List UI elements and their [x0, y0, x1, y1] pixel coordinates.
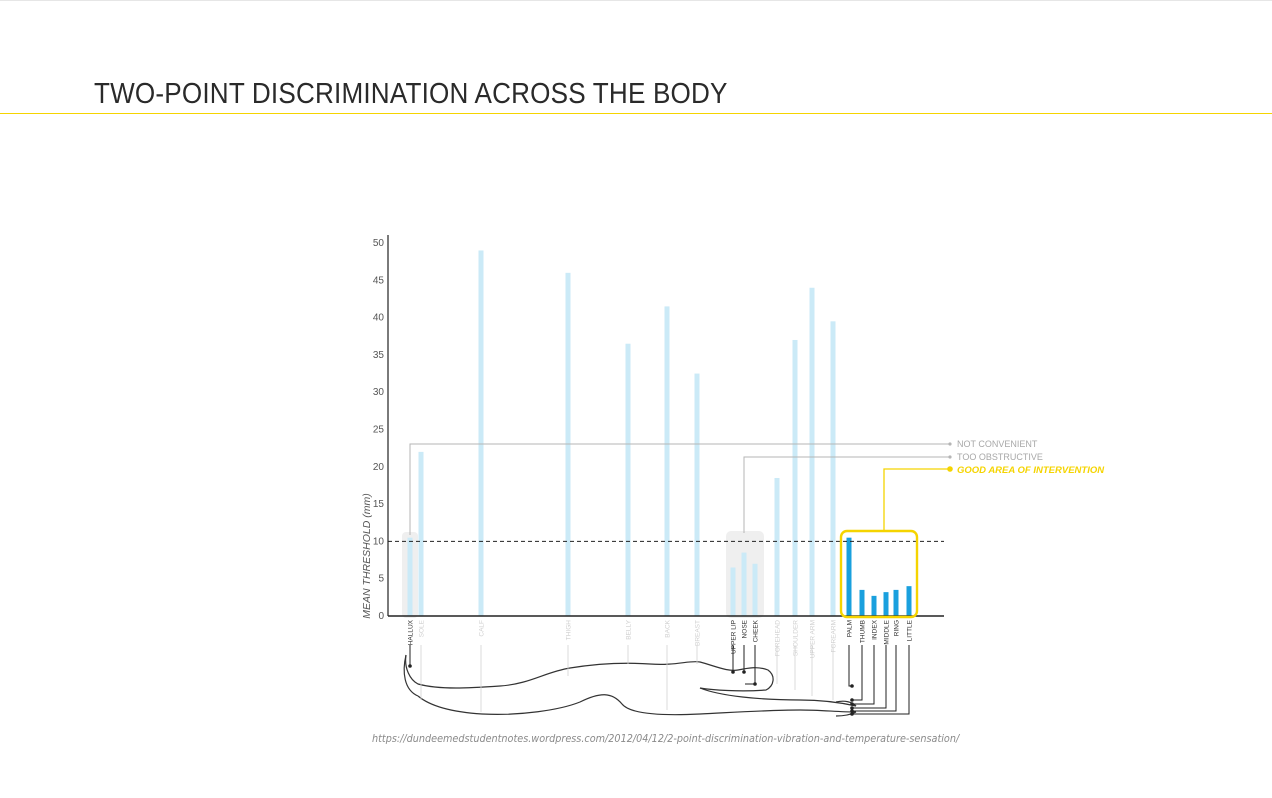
hand-leader-5: [852, 645, 910, 715]
bar-ring: [893, 589, 899, 616]
y-tick-label-25: 25: [373, 425, 385, 436]
x-tick-label-cheek: CHEEK: [753, 619, 760, 642]
bar-sole: [418, 451, 424, 616]
good-area-leader: [883, 468, 950, 531]
too-obstructive-leader: [743, 456, 950, 533]
source-url: https://dundeemedstudentnotes.wordpress.…: [372, 733, 960, 745]
not-convenient-leader: [409, 443, 950, 535]
y-tick-label-0: 0: [378, 611, 384, 622]
annotation-good-area-of-intervention: GOOD AREA OF INTERVENTION: [957, 465, 1105, 476]
hand-leader-4: [852, 645, 897, 712]
hand-dot-1: [850, 698, 854, 702]
bar-index: [871, 595, 877, 616]
y-tick-label-30: 30: [373, 387, 385, 398]
hand-dot-5: [850, 712, 854, 716]
annotation-not-convenient: NOT CONVENIENT: [957, 439, 1038, 449]
hand-leader-1: [852, 645, 863, 701]
y-tick-label-5: 5: [378, 574, 384, 585]
bar-breast: [694, 373, 700, 616]
y-tick-label-10: 10: [373, 536, 385, 547]
bar-cheek: [752, 563, 758, 616]
annotation-too-obstructive: TOO OBSTRUCTIVE: [957, 452, 1043, 462]
bar-little: [906, 586, 912, 616]
top-rule: [0, 0, 1272, 1]
hand-leader-3: [852, 645, 887, 709]
bar-hallux: [407, 537, 413, 616]
x-tick-label-belly: BELLY: [626, 619, 633, 639]
bar-nose: [741, 552, 747, 616]
x-tick-label-forehead: FOREHEAD: [775, 620, 782, 656]
x-tick-label-index: INDEX: [872, 619, 879, 640]
too-obstructive-dot: [948, 455, 952, 459]
y-tick-label-20: 20: [373, 462, 385, 473]
hand-leader-0: [848, 645, 852, 687]
y-tick-label-35: 35: [373, 350, 385, 361]
y-axis-label: MEAN THRESHOLD (mm): [361, 493, 373, 618]
x-tick-label-calf: CALF: [479, 620, 486, 637]
x-tick-label-back: BACK: [665, 619, 672, 637]
bar-calf: [478, 250, 484, 616]
x-tick-label-little: LITTLE: [907, 619, 914, 641]
hand-dot-0: [850, 684, 854, 688]
good-area-box: [839, 529, 919, 619]
title-underline: [0, 113, 1272, 114]
y-tick-label-50: 50: [373, 238, 385, 249]
bar-belly: [625, 343, 631, 616]
hand-leader-2: [852, 645, 875, 705]
bar-palm: [846, 537, 852, 616]
x-tick-label-forearm: FOREARM: [831, 620, 838, 653]
x-tick-label-ring: RING: [894, 620, 901, 636]
not-convenient-dot: [948, 442, 952, 446]
x-tick-label-upper-lip: UPPER LIP: [731, 620, 738, 654]
y-tick-label-45: 45: [373, 275, 385, 286]
y-tick-label-15: 15: [373, 499, 385, 510]
face-dot-0: [731, 670, 735, 674]
hallux-dot: [408, 664, 412, 668]
face-dot-1: [742, 670, 746, 674]
bar-forearm: [830, 321, 836, 616]
page-title: TWO-POINT DISCRIMINATION ACROSS THE BODY: [94, 78, 728, 110]
hand-outline: [835, 700, 857, 717]
bar-thumb: [859, 589, 865, 616]
bar-middle: [883, 592, 889, 616]
body-outline-upper: [405, 654, 774, 692]
bar-upper-lip: [730, 567, 736, 616]
body-outline-lower: [417, 687, 857, 716]
x-tick-label-thumb: THUMB: [860, 620, 867, 643]
bar-forehead: [774, 477, 780, 616]
y-tick-label-40: 40: [373, 313, 385, 324]
x-tick-label-middle: MIDDLE: [884, 619, 891, 644]
bar-shoulder: [792, 339, 798, 616]
x-tick-label-nose: NOSE: [742, 619, 749, 638]
hand-dot-2: [850, 702, 854, 706]
x-tick-label-palm: PALM: [847, 620, 854, 637]
hand-dot-4: [850, 709, 854, 713]
foot-outline: [403, 654, 419, 697]
x-tick-label-shoulder: SHOULDER: [793, 620, 800, 656]
x-tick-label-upper-arm: UPPER ARM: [810, 620, 817, 658]
x-tick-label-hallux: HALLUX: [408, 619, 415, 645]
bar-upper-arm: [809, 287, 815, 616]
x-tick-label-breast: BREAST: [695, 620, 702, 646]
x-tick-label-thigh: THIGH: [566, 620, 573, 641]
hand-dot-3: [850, 706, 854, 710]
bar-back: [664, 306, 670, 616]
x-tick-label-sole: SOLE: [419, 619, 426, 637]
good-area-dot: [947, 466, 953, 472]
